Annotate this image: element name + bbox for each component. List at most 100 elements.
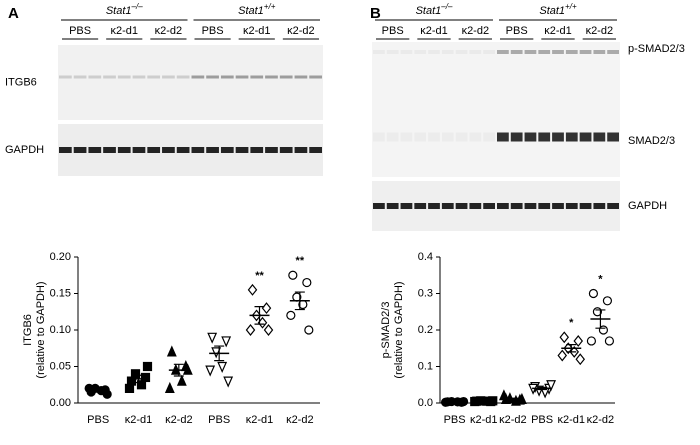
blot-band bbox=[162, 147, 175, 153]
blot-band bbox=[552, 203, 564, 209]
data-point bbox=[588, 288, 599, 299]
blot-band bbox=[73, 147, 87, 153]
lane-label: κ2-d2 bbox=[155, 25, 183, 37]
significance: ** bbox=[255, 270, 264, 282]
blot-band bbox=[176, 75, 190, 79]
blot-band bbox=[538, 203, 551, 209]
blot-band bbox=[73, 75, 87, 79]
blot-band bbox=[132, 147, 146, 153]
data-point bbox=[286, 310, 296, 320]
lane-label: PBS bbox=[202, 25, 224, 37]
blot-band bbox=[565, 132, 578, 142]
error-bar bbox=[449, 400, 460, 403]
blot-band bbox=[414, 203, 427, 209]
blot-band bbox=[279, 147, 293, 153]
lane-label: κ2-d1 bbox=[544, 25, 572, 37]
lane-label: PBS bbox=[69, 25, 91, 37]
blot-band bbox=[428, 50, 440, 54]
error-bar bbox=[507, 397, 518, 401]
blot-band bbox=[455, 50, 468, 54]
blot-band bbox=[524, 203, 537, 209]
x-tick-label: PBS bbox=[87, 414, 109, 426]
error-bar bbox=[537, 386, 548, 391]
blot-band bbox=[401, 133, 413, 142]
x-tick-label: κ2-d1 bbox=[470, 414, 498, 426]
error-bar bbox=[133, 374, 144, 384]
y-axis-label-line: ITGB6 bbox=[22, 314, 34, 346]
y-tick-label: 0.1 bbox=[418, 360, 433, 372]
blot-band bbox=[510, 50, 523, 54]
panel-letter: A bbox=[8, 5, 19, 22]
blot-band bbox=[428, 203, 440, 209]
error-bar bbox=[595, 309, 606, 329]
blot-band bbox=[265, 147, 278, 153]
error-bar bbox=[566, 344, 577, 353]
blot-band bbox=[455, 203, 468, 209]
blot-band bbox=[309, 75, 322, 79]
lane-label: κ2-d1 bbox=[110, 25, 138, 37]
blot-band bbox=[220, 75, 234, 79]
blot-band bbox=[294, 147, 308, 153]
x-tick-label: κ2-d2 bbox=[499, 414, 527, 426]
protein-label: ITGB6 bbox=[5, 76, 37, 88]
data-point bbox=[166, 345, 177, 357]
blot-band bbox=[456, 133, 468, 142]
blot-background bbox=[58, 124, 323, 176]
x-tick-label: κ2-d1 bbox=[125, 414, 153, 426]
blot-band bbox=[88, 75, 102, 79]
blot-band bbox=[607, 50, 619, 54]
x-tick-label: PBS bbox=[531, 414, 553, 426]
y-axis-label: p-SMAD2/3(relative to GAPDH) bbox=[380, 281, 405, 378]
group-superscript: –/– bbox=[131, 2, 144, 11]
y-axis-label-line: (relative to GAPDH) bbox=[35, 281, 47, 378]
group-label: Stat1+/+ bbox=[238, 2, 276, 17]
blot-band bbox=[579, 50, 592, 54]
blot-band bbox=[538, 132, 551, 142]
lane-label: κ2-d2 bbox=[586, 25, 614, 37]
group-label: Stat1–/– bbox=[416, 2, 453, 17]
y-tick-label: 0.20 bbox=[50, 251, 71, 263]
data-point bbox=[575, 353, 586, 366]
data-point bbox=[602, 296, 613, 306]
data-point bbox=[221, 336, 232, 348]
y-tick-label: 0.05 bbox=[50, 360, 71, 372]
blot-band bbox=[309, 147, 322, 153]
blot-band bbox=[235, 75, 249, 79]
group-name: Stat1 bbox=[539, 5, 565, 17]
blot-band bbox=[103, 147, 116, 153]
protein-label: GAPDH bbox=[628, 200, 667, 212]
blot-band bbox=[593, 203, 606, 209]
y-axis-label-line: (relative to GAPDH) bbox=[393, 281, 405, 378]
blot-band bbox=[441, 203, 454, 209]
y-tick-label: 0.15 bbox=[50, 287, 71, 299]
blot-band bbox=[294, 75, 308, 79]
protein-label: GAPDH bbox=[5, 144, 44, 156]
blot-background bbox=[372, 42, 620, 177]
blot-band bbox=[373, 50, 385, 54]
y-tick-label: 0.0 bbox=[418, 397, 433, 409]
lane-label: PBS bbox=[382, 25, 404, 37]
lane-label: PBS bbox=[506, 25, 528, 37]
data-point bbox=[573, 334, 584, 347]
blot-band bbox=[552, 132, 564, 142]
blot-band bbox=[510, 132, 523, 142]
blot-band bbox=[524, 50, 537, 54]
group-superscript: +/+ bbox=[565, 2, 577, 11]
blot-band bbox=[176, 147, 190, 153]
error-bar bbox=[93, 388, 104, 393]
error-bar bbox=[214, 345, 225, 362]
significance: ** bbox=[296, 255, 305, 267]
blot-band bbox=[483, 203, 495, 209]
data-point bbox=[288, 270, 298, 280]
error-bar bbox=[294, 291, 305, 311]
blot-band bbox=[206, 75, 219, 79]
data-point bbox=[604, 336, 615, 346]
blot-band bbox=[483, 50, 495, 54]
error-bar bbox=[173, 363, 184, 377]
data-point bbox=[586, 336, 597, 346]
blot-band bbox=[524, 132, 537, 142]
group-label: Stat1–/– bbox=[106, 2, 143, 17]
blot-band bbox=[483, 133, 495, 142]
data-point bbox=[223, 376, 234, 388]
blot-band bbox=[607, 203, 619, 209]
